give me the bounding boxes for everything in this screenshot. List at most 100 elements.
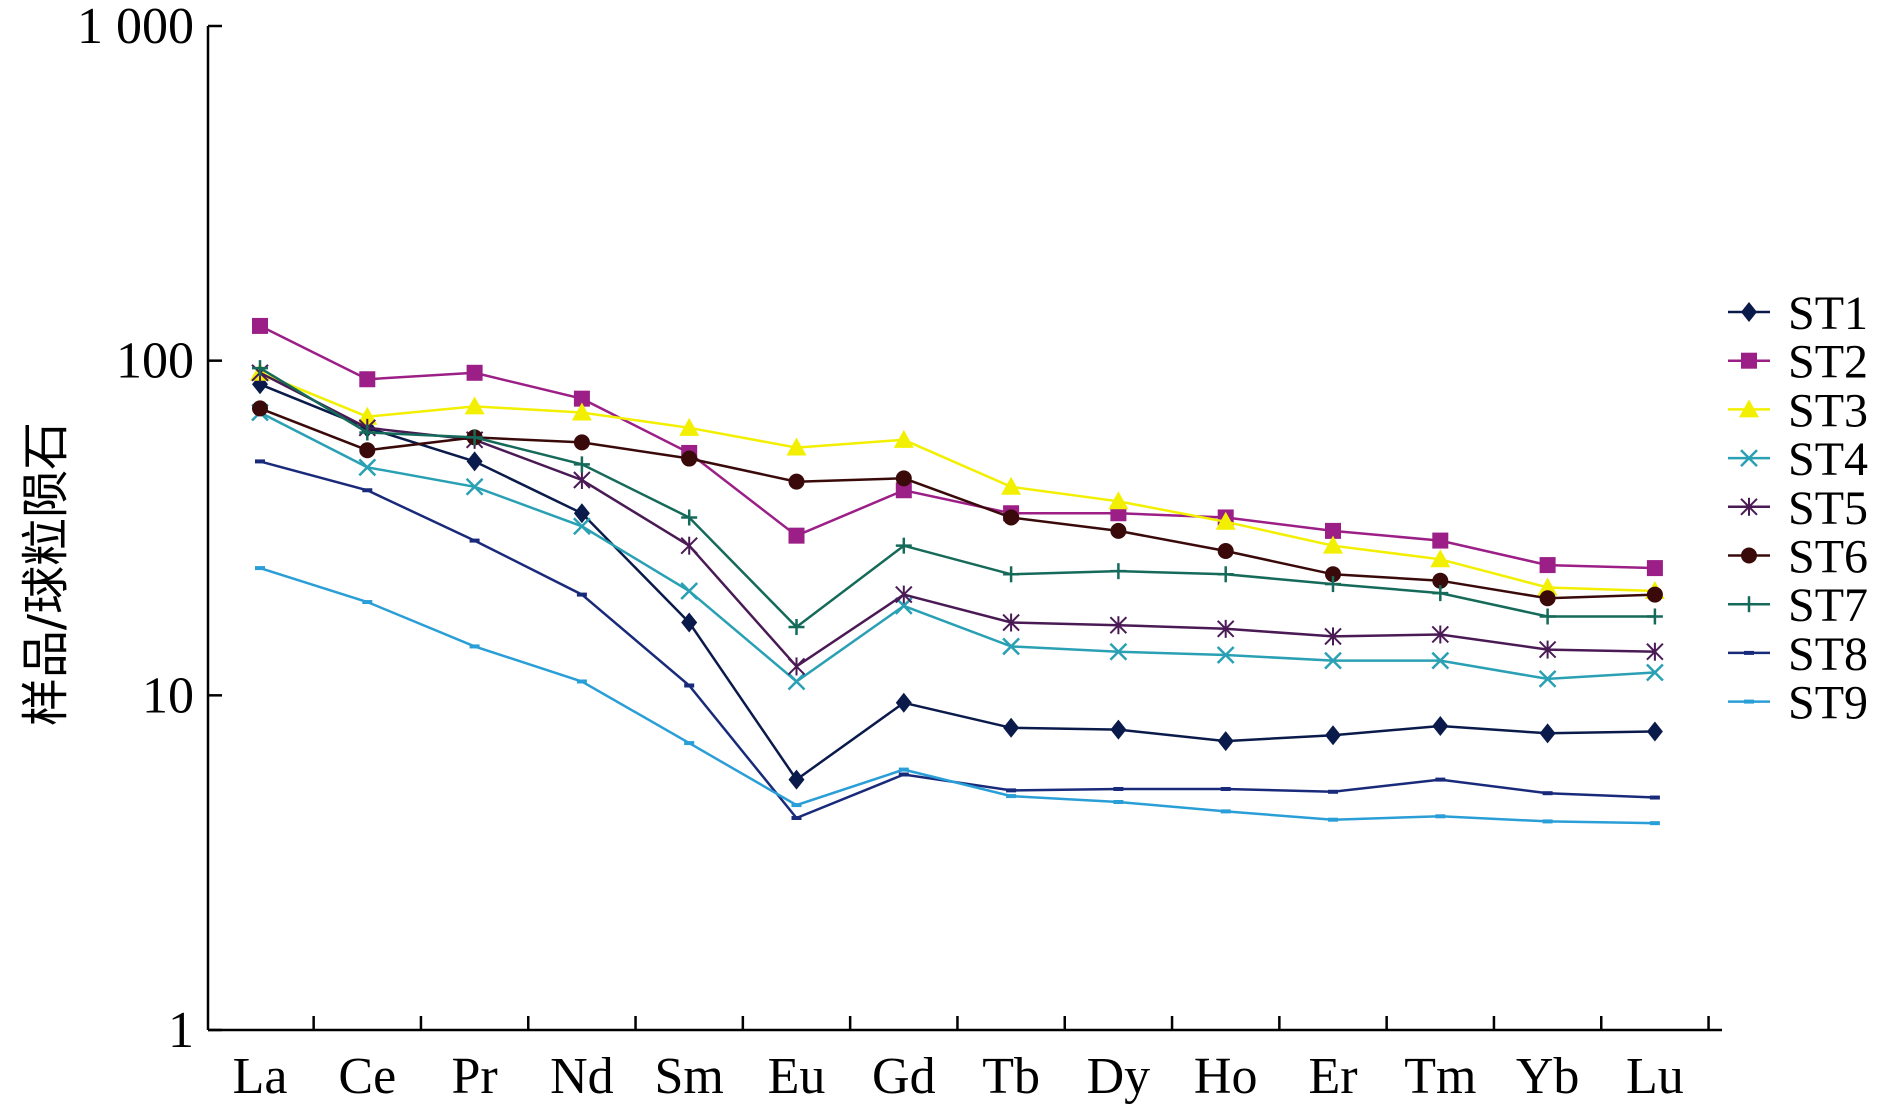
legend-marker (1744, 650, 1754, 655)
data-point (466, 451, 483, 472)
data-point (679, 417, 700, 436)
data-point (1537, 577, 1558, 596)
legend-item-st1: ST1 (1728, 287, 1868, 340)
data-point (466, 429, 483, 446)
data-point (1217, 566, 1234, 583)
data-point (358, 458, 377, 477)
legend-marker (1744, 699, 1754, 704)
data-point (898, 767, 909, 772)
data-point (1646, 642, 1664, 661)
data-point (1539, 608, 1556, 625)
data-point (1539, 557, 1556, 574)
data-point (1328, 817, 1338, 822)
data-point (788, 473, 805, 490)
data-point (1325, 576, 1341, 593)
x-tick-label: Gd (872, 1048, 936, 1105)
data-point (357, 406, 378, 425)
x-tick-label: Sm (655, 1048, 724, 1105)
data-point (1108, 491, 1129, 510)
data-point (252, 400, 268, 417)
data-point (1324, 627, 1342, 646)
data-point (1646, 663, 1664, 682)
data-point (576, 592, 587, 597)
data-point (1538, 640, 1557, 659)
data-point (573, 503, 590, 524)
series-st7 (252, 360, 1663, 636)
data-point (573, 434, 590, 451)
x-tick-label: Tb (982, 1048, 1040, 1105)
data-point (469, 538, 480, 543)
data-point (1002, 637, 1020, 656)
data-point (1542, 819, 1553, 824)
data-point (255, 566, 265, 571)
data-point (1435, 814, 1446, 819)
data-point (576, 679, 587, 684)
legend-item-st3: ST3 (1728, 384, 1868, 437)
series-line-st1 (259, 383, 1655, 782)
series-st2 (252, 317, 1663, 577)
data-point (1646, 586, 1663, 603)
x-tick-label: Lu (1626, 1048, 1684, 1105)
legend-label: ST5 (1788, 482, 1868, 535)
data-point (684, 741, 695, 746)
data-point (788, 619, 805, 636)
data-point (573, 470, 591, 489)
x-tick-label: La (233, 1048, 288, 1105)
data-point (1325, 566, 1341, 583)
x-tick-label: Eu (768, 1048, 826, 1105)
data-point (1646, 560, 1663, 577)
data-point (465, 477, 484, 496)
series-line-st2 (259, 324, 1655, 570)
data-point (1110, 563, 1127, 580)
data-point (1113, 786, 1124, 791)
series-st9 (255, 566, 1660, 826)
legend-item-st2: ST2 (1728, 336, 1868, 389)
data-point (786, 437, 807, 456)
data-point (680, 536, 698, 555)
data-point (680, 582, 699, 600)
legend-item-st8: ST8 (1728, 628, 1868, 681)
legend-item-st6: ST6 (1728, 531, 1868, 584)
data-point (362, 600, 373, 605)
data-point (898, 772, 909, 777)
y-axis-label: 样品/球粒陨石 (18, 422, 74, 726)
series-layer (250, 317, 1665, 826)
data-point (895, 537, 912, 554)
data-point (1538, 669, 1557, 688)
legend-marker (1740, 497, 1758, 516)
data-point (791, 815, 802, 820)
legend-marker (1741, 596, 1757, 613)
axes: 1 10 100 1 000 La Ce Pr Nd Sm Eu Gd Tb Dy Ho Er Tm Yb Lu (77, 0, 1722, 1105)
data-point (1328, 789, 1338, 794)
series-line-st6 (259, 407, 1655, 600)
legend-label: ST1 (1788, 287, 1868, 340)
legend-marker (1741, 302, 1757, 322)
series-line-st9 (259, 566, 1655, 825)
data-point (1539, 723, 1556, 744)
data-point (464, 396, 485, 415)
series-st6 (252, 400, 1663, 607)
series-line-st4 (259, 411, 1655, 684)
series-st4 (251, 403, 1664, 691)
data-point (788, 527, 805, 544)
data-point (573, 517, 591, 536)
legend-label: ST3 (1788, 384, 1868, 437)
y-tick-label: 1 000 (77, 0, 194, 55)
data-point (1323, 535, 1343, 554)
x-tick-label: Dy (1087, 1048, 1151, 1105)
data-point (573, 390, 590, 407)
data-point (1217, 731, 1234, 752)
y-tick-label: 1 (168, 1002, 194, 1059)
data-point (1432, 585, 1449, 602)
data-point (252, 360, 268, 377)
data-point (359, 371, 376, 388)
data-point (1432, 715, 1449, 736)
data-point (573, 456, 590, 473)
data-point (1003, 717, 1020, 738)
data-point (895, 470, 912, 487)
data-point (1217, 542, 1234, 559)
legend-label: ST4 (1788, 433, 1868, 486)
legend-item-st4: ST4 (1728, 433, 1868, 486)
x-tick-label: Pr (451, 1048, 497, 1105)
data-point (681, 509, 698, 526)
